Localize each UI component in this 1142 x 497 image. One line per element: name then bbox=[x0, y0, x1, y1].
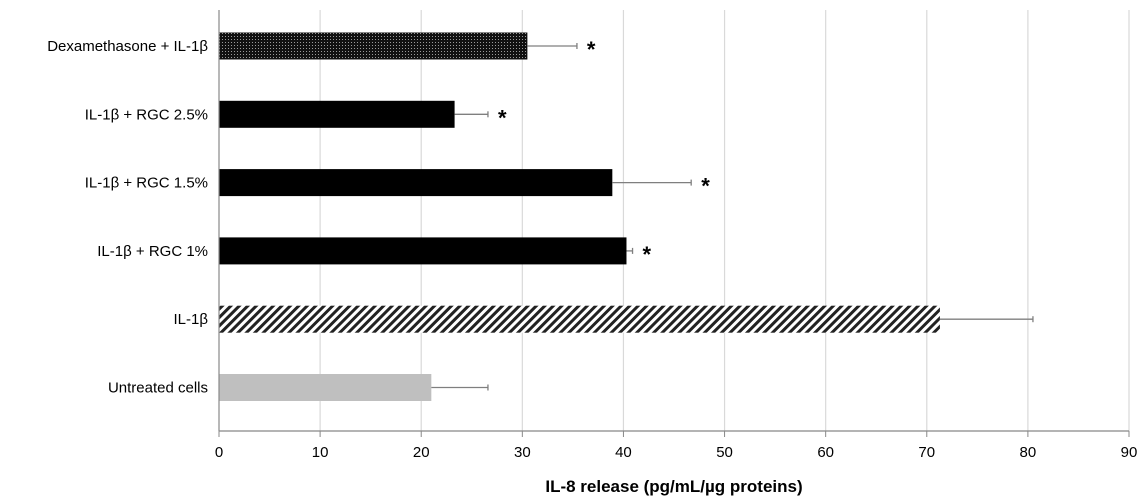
error-bar bbox=[612, 179, 692, 186]
x-tick-label: 80 bbox=[1020, 444, 1037, 461]
x-tick-label: 0 bbox=[215, 444, 223, 461]
error-bar bbox=[431, 384, 489, 391]
bar bbox=[219, 32, 528, 60]
significance-marker: * bbox=[643, 242, 652, 267]
x-tick-label: 40 bbox=[615, 444, 632, 461]
error-bar bbox=[454, 111, 489, 118]
error-bar bbox=[939, 316, 1034, 323]
bars: * * * * bbox=[219, 32, 1034, 401]
category-label: Untreated cells bbox=[108, 380, 208, 397]
x-tick-label: 20 bbox=[413, 444, 430, 461]
x-tick-label: 90 bbox=[1121, 444, 1138, 461]
x-axis-title: IL-8 release (pg/mL/µg proteins) bbox=[545, 477, 802, 496]
bar bbox=[219, 305, 940, 333]
category-label: IL-1β + RGC 1% bbox=[97, 243, 208, 260]
x-tick-label: 60 bbox=[817, 444, 834, 461]
x-tick-label: 50 bbox=[716, 444, 733, 461]
significance-marker: * bbox=[498, 105, 507, 130]
x-tick-label: 10 bbox=[312, 444, 329, 461]
category-label: IL-1β + RGC 1.5% bbox=[85, 175, 208, 192]
bar bbox=[219, 169, 613, 197]
x-tick-label: 70 bbox=[918, 444, 935, 461]
category-label: IL-1β + RGC 2.5% bbox=[85, 106, 208, 123]
category-label: Dexamethasone + IL-1β bbox=[47, 38, 208, 55]
bar bbox=[219, 237, 627, 265]
error-bar bbox=[626, 247, 634, 254]
bar bbox=[219, 374, 432, 401]
significance-marker: * bbox=[701, 174, 710, 199]
x-tick-label: 30 bbox=[514, 444, 531, 461]
bar bbox=[219, 100, 455, 128]
gridlines bbox=[319, 10, 1130, 431]
axes: 0 10 20 30 40 50 60 70 80 90 Dexamethasone + IL-1β… bbox=[47, 10, 1137, 461]
significance-marker: * bbox=[587, 37, 596, 62]
category-label: IL-1β bbox=[174, 311, 209, 328]
error-bar bbox=[527, 43, 578, 49]
